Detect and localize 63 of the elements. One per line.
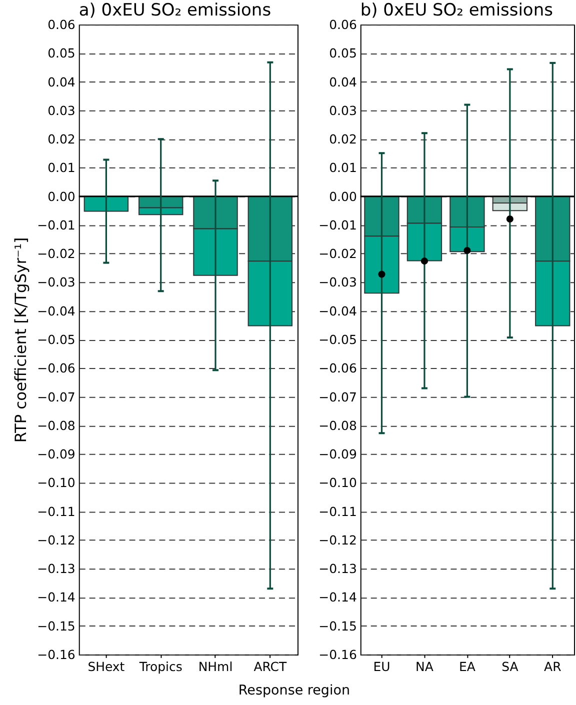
y-tick-label: −0.02 (318, 246, 357, 262)
x-tick-label: AR (544, 658, 562, 674)
y-tick-label: 0.00 (329, 188, 357, 204)
y-tick-label: −0.07 (318, 389, 357, 404)
point (464, 246, 471, 254)
y-tick-label: 0.01 (48, 160, 76, 176)
y-tick-label: −0.11 (37, 504, 76, 519)
y-tick-label: 0.06 (48, 17, 76, 32)
y-axis-title: RTP coefficient [K/TgSyr⁻¹] (12, 237, 30, 443)
y-tick-label: −0.03 (37, 274, 76, 290)
x-tick-label: EU (373, 658, 390, 674)
y-tick-label: −0.09 (37, 446, 76, 462)
y-tick-label: −0.08 (318, 418, 357, 433)
x-tick-label: NHml (198, 658, 233, 674)
x-tick-label: Tropics (138, 658, 182, 674)
y-tick-label: 0.05 (48, 46, 76, 61)
y-tick-label: −0.14 (318, 590, 357, 605)
y-tick-label: 0.03 (48, 102, 76, 118)
x-axis-title: Response region (238, 682, 350, 698)
y-tick-label: −0.02 (37, 246, 76, 262)
y-tick-label: −0.12 (37, 532, 76, 548)
y-tick-label: 0.00 (48, 188, 76, 204)
y-tick-label: −0.01 (37, 217, 76, 232)
y-tick-label: 0.04 (329, 74, 357, 90)
y-tick-label: 0.01 (329, 160, 357, 176)
y-tick-label: 0.03 (329, 102, 357, 118)
y-tick-label: 0.06 (329, 17, 357, 32)
x-tick-label: SA (502, 658, 519, 674)
x-tick-label: ARCT (254, 658, 287, 674)
y-tick-label: −0.16 (318, 646, 357, 662)
y-tick-label: −0.03 (318, 274, 357, 290)
y-tick-label: −0.13 (318, 561, 357, 576)
y-tick-label: 0.02 (48, 132, 76, 147)
y-tick-label: −0.05 (318, 332, 357, 348)
y-tick-label: 0.02 (329, 132, 357, 147)
y-tick-label: −0.16 (37, 646, 76, 662)
y-tick-label: −0.06 (318, 360, 357, 376)
y-tick-label: −0.11 (318, 504, 357, 519)
point (506, 215, 514, 222)
y-tick-label: −0.07 (37, 389, 76, 404)
y-tick-label: −0.15 (318, 618, 357, 634)
chart-title: b) 0xEU SO₂ emissions (360, 0, 554, 21)
y-tick-label: −0.04 (37, 303, 76, 318)
x-tick-label: EA (458, 658, 476, 674)
y-tick-label: −0.01 (318, 217, 357, 232)
y-tick-label: −0.12 (318, 532, 357, 548)
chart-title: a) 0xEU SO₂ emissions (78, 0, 272, 21)
y-tick-label: −0.10 (37, 475, 76, 490)
y-tick-label: −0.08 (37, 418, 76, 433)
point (420, 258, 428, 265)
y-tick-label: −0.14 (37, 590, 76, 605)
point (378, 270, 386, 278)
x-tick-label: SHext (88, 658, 125, 674)
y-tick-label: −0.15 (37, 618, 76, 634)
y-tick-label: −0.09 (318, 446, 357, 462)
y-tick-label: −0.06 (37, 360, 76, 376)
y-tick-label: −0.10 (318, 475, 357, 490)
y-tick-label: −0.05 (37, 332, 76, 348)
y-tick-label: 0.05 (329, 46, 357, 61)
x-tick-label: NA (416, 658, 434, 674)
y-tick-label: −0.13 (37, 561, 76, 576)
y-tick-label: 0.04 (48, 74, 76, 90)
y-tick-label: −0.04 (318, 303, 357, 318)
